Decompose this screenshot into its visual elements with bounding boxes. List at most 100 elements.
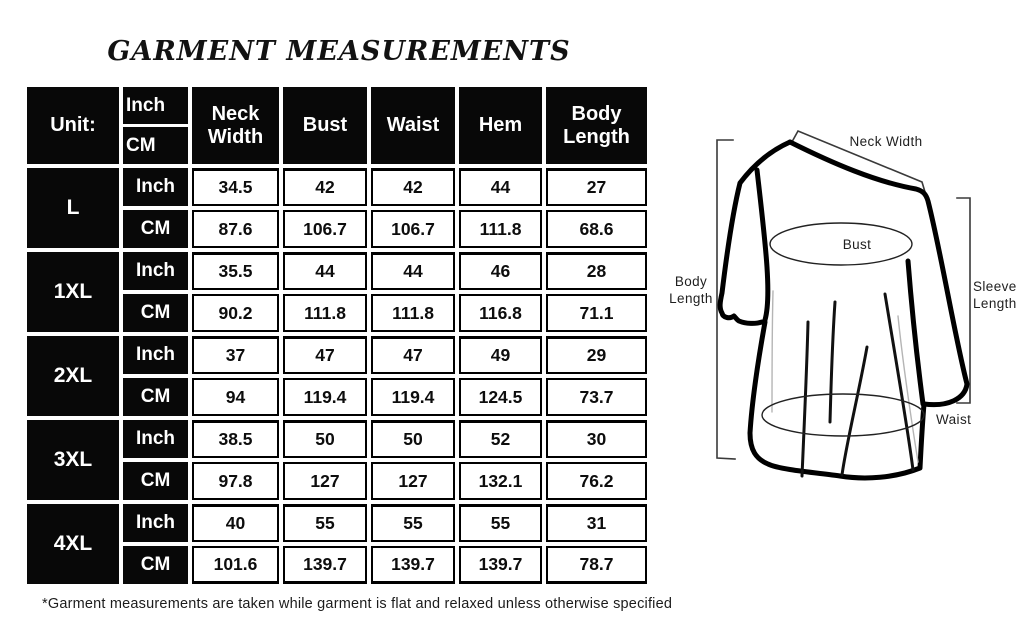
- measurement-value: 139.7: [371, 546, 455, 584]
- table-row: CM 97.8 127 127 132.1 76.2: [27, 462, 647, 500]
- fold-line-light: [897, 315, 919, 463]
- size-label: 3XL: [27, 420, 119, 500]
- waist-label: Waist: [936, 412, 971, 427]
- unit-cell: CM: [123, 294, 188, 332]
- measurement-value: 27: [546, 168, 647, 206]
- size-label: 1XL: [27, 252, 119, 332]
- body-length-label-line2: Length: [669, 291, 713, 306]
- measurement-value: 111.8: [459, 210, 542, 248]
- unit-split-header-cell: Inch CM: [123, 87, 188, 164]
- right-sleeve-seam: [905, 258, 926, 407]
- measurement-value: 101.6: [192, 546, 279, 584]
- measurement-value: 44: [459, 168, 542, 206]
- garment-body-outline: [747, 139, 970, 481]
- measurement-value: 47: [283, 336, 367, 374]
- measurement-value: 97.8: [192, 462, 279, 500]
- bust-ellipse: [769, 222, 913, 266]
- measurement-value: 44: [371, 252, 455, 290]
- unit-cell: Inch: [123, 336, 188, 374]
- size-table-body: L Inch 34.5 42 42 44 27 CM 87.6 106.7 106.7 111.8 68…: [27, 168, 647, 584]
- measurement-value: 50: [283, 420, 367, 458]
- page-title: GARMENT MEASUREMENTS: [107, 36, 571, 67]
- table-row: 2XL Inch 37 47 47 49 29: [27, 336, 647, 416]
- unit-cell: Inch: [123, 168, 188, 206]
- fold-line: [840, 345, 869, 477]
- measurement-value: 28: [546, 252, 647, 290]
- table-row: 4XL Inch 40 55 55 55 31: [27, 504, 647, 584]
- measurement-value: 94: [192, 378, 279, 416]
- size-label: 4XL: [27, 504, 119, 584]
- measurement-value: 44: [283, 252, 367, 290]
- measurement-value: 42: [283, 168, 367, 206]
- measurement-value: 55: [371, 504, 455, 542]
- measurement-value: 119.4: [283, 378, 367, 416]
- measurement-value: 38.5: [192, 420, 279, 458]
- measurement-value: 111.8: [283, 294, 367, 332]
- measurement-value: 111.8: [371, 294, 455, 332]
- table-row: 1XL Inch 35.5 44 44 46 28: [27, 252, 647, 332]
- measurement-value: 90.2: [192, 294, 279, 332]
- unit-header-cell: Unit:: [27, 87, 119, 164]
- measurement-value: 55: [459, 504, 542, 542]
- measurement-value: 139.7: [459, 546, 542, 584]
- unit-cell: CM: [123, 210, 188, 248]
- unit-cm-label: CM: [126, 134, 156, 156]
- measurement-value: 132.1: [459, 462, 542, 500]
- measurement-value: 40: [192, 504, 279, 542]
- garment-diagram: Neck Width Bust Body Length Sleeve Lengt…: [669, 129, 1017, 481]
- measurement-value: 52: [459, 420, 542, 458]
- table-row: CM 87.6 106.7 106.7 111.8 68.6: [27, 210, 647, 248]
- measurement-value: 31: [546, 504, 647, 542]
- left-sleeve-seam: [754, 167, 771, 323]
- measurement-value: 119.4: [371, 378, 455, 416]
- column-header: Body Length: [546, 87, 647, 164]
- bust-label: Bust: [843, 237, 872, 252]
- table-row: 3XL Inch 38.5 50 50 52 30: [27, 420, 647, 500]
- measurement-value: 30: [546, 420, 647, 458]
- measurement-value: 127: [371, 462, 455, 500]
- footnote: *Garment measurements are taken while ga…: [42, 596, 673, 612]
- table-header-row: Unit: Inch CM Neck Width Bust Waist Hem Body…: [27, 87, 647, 164]
- size-label: L: [27, 168, 119, 248]
- table-row: CM 94 119.4 119.4 124.5 73.7: [27, 378, 647, 416]
- measurement-value: 35.5: [192, 252, 279, 290]
- garment-measurements-table: Unit: Inch CM Neck Width Bust Waist Hem Body…: [23, 83, 651, 588]
- unit-inch-label: Inch: [123, 87, 188, 127]
- measurement-value: 73.7: [546, 378, 647, 416]
- fold-line: [883, 292, 915, 472]
- left-sleeve-outline: [717, 139, 793, 326]
- measurement-value: 71.1: [546, 294, 647, 332]
- column-header: Neck Width: [192, 87, 279, 164]
- measurement-value: 139.7: [283, 546, 367, 584]
- neck-width-bracket: [791, 129, 926, 193]
- unit-cell: CM: [123, 462, 188, 500]
- unit-cell: Inch: [123, 252, 188, 290]
- measurement-value: 37: [192, 336, 279, 374]
- sleeve-length-label-line2: Length: [973, 296, 1017, 311]
- column-header: Waist: [371, 87, 455, 164]
- fold-line: [828, 300, 837, 424]
- table-row: CM 90.2 111.8 111.8 116.8 71.1: [27, 294, 647, 332]
- unit-cell: Inch: [123, 420, 188, 458]
- fold-line-light: [771, 290, 774, 413]
- measurement-value: 49: [459, 336, 542, 374]
- measurement-value: 42: [371, 168, 455, 206]
- unit-cell: CM: [123, 378, 188, 416]
- measurement-value: 106.7: [371, 210, 455, 248]
- measurement-value: 47: [371, 336, 455, 374]
- measurement-value: 116.8: [459, 294, 542, 332]
- fold-line: [800, 320, 810, 478]
- measurement-value: 55: [283, 504, 367, 542]
- sleeve-length-label-line1: Sleeve: [973, 279, 1017, 294]
- unit-cell: CM: [123, 546, 188, 584]
- measurement-value: 124.5: [459, 378, 542, 416]
- measurement-value: 78.7: [546, 546, 647, 584]
- body-length-bracket: [716, 139, 736, 460]
- measurement-value: 50: [371, 420, 455, 458]
- measurement-value: 76.2: [546, 462, 647, 500]
- table-row: L Inch 34.5 42 42 44 27: [27, 168, 647, 248]
- column-header: Hem: [459, 87, 542, 164]
- measurement-value: 34.5: [192, 168, 279, 206]
- measurement-value: 29: [546, 336, 647, 374]
